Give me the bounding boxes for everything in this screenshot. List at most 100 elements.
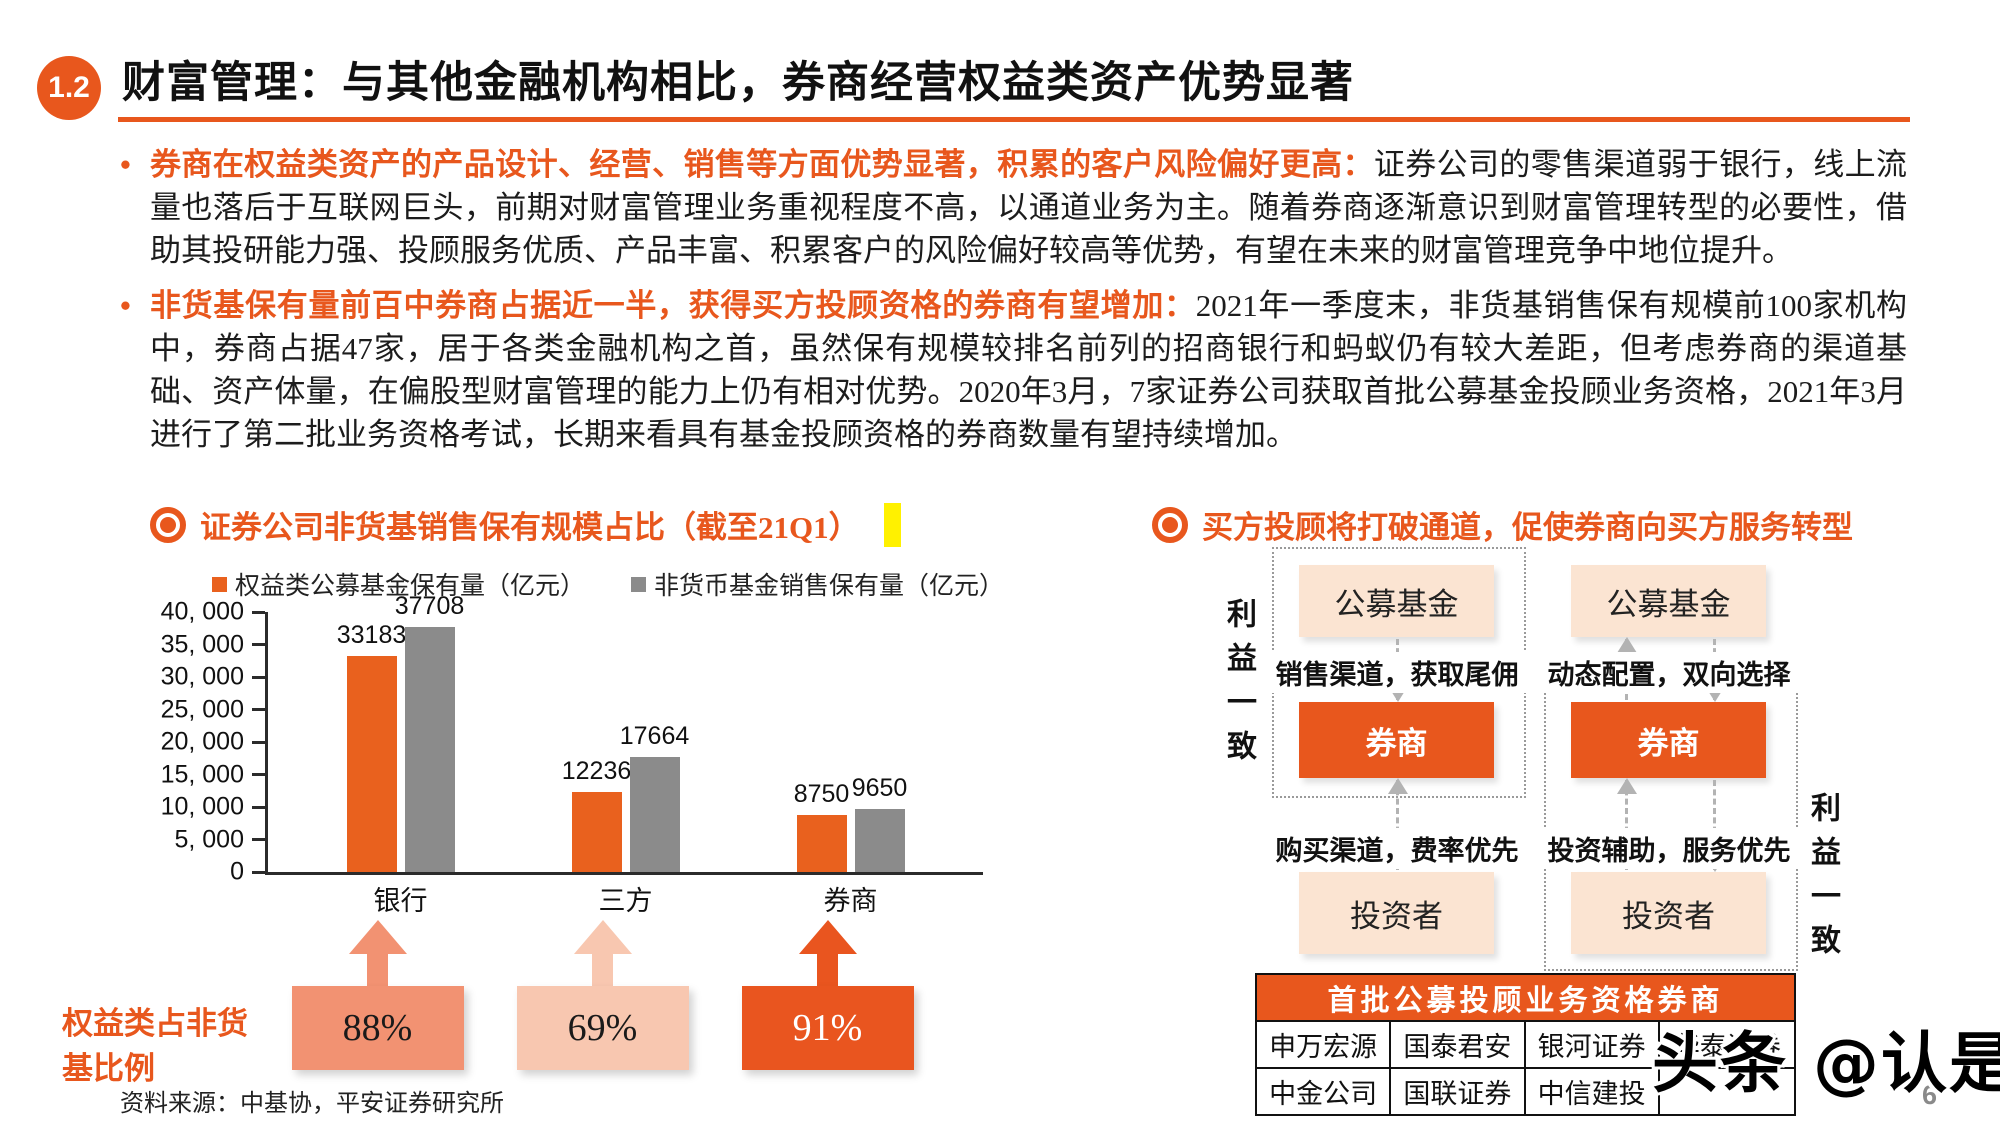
bullet-body: 2021年一季度末，非货基销售保有规模前100家机构中，券商占据47家，居于各类… — [150, 288, 1908, 452]
y-tick-mark — [252, 870, 265, 874]
bar-value-label: 9650 — [851, 774, 908, 802]
category-label: 券商 — [823, 886, 878, 916]
bar — [571, 792, 622, 872]
table-cell: 中金公司 — [1257, 1069, 1392, 1114]
bullet-body: 证券公司的零售渠道弱于银行，线上流量也落后于互联网巨头，前期对财富管理业务重视程… — [150, 147, 1907, 268]
y-tick-label: 30, 000 — [160, 662, 244, 691]
ratio-row: 88% 69% 91% — [265, 920, 940, 1070]
investor-box-left: 投资者 — [1299, 872, 1494, 954]
table-cell: 申万宏源 — [1257, 1022, 1392, 1069]
table-body: 申万宏源 国泰君安 银河证券 华泰证券 中金公司 国联证券 中信建投 — [1257, 1022, 1794, 1114]
edge-label: 购买渠道，费率优先 — [1267, 828, 1527, 869]
edge-label: 动态配置，双向选择 — [1539, 652, 1799, 693]
table-cell: 国泰君安 — [1391, 1022, 1526, 1069]
y-tick-label: 20, 000 — [160, 727, 244, 756]
bullet-list: • 券商在权益类资产的产品设计、经营、销售等方面优势显著，积累的客户风险偏好更高：… — [120, 143, 1908, 468]
y-tick-label: 40, 000 — [160, 597, 244, 626]
edge-label: 投资辅助，服务优先 — [1539, 828, 1799, 869]
highlight-cursor — [883, 502, 901, 547]
bar-value-label: 37708 — [394, 592, 465, 620]
ratio-cell: 91% — [741, 920, 914, 1070]
legend-swatch-orange — [212, 576, 227, 592]
bullet-paragraph: • 券商在权益类资产的产品设计、经营、销售等方面优势显著，积累的客户风险偏好更高：… — [120, 143, 1907, 272]
legend-item: 权益类公募基金保有量（亿元） — [212, 566, 585, 602]
bar-column: 37708 — [395, 592, 464, 872]
source-note: 资料来源：中基协，平安证券研究所 — [120, 1091, 504, 1117]
table-header: 首批公募投顾业务资格券商 — [1257, 975, 1794, 1022]
y-tick-mark — [252, 773, 265, 776]
y-tick-mark — [252, 838, 265, 841]
y-tick-mark — [252, 805, 265, 809]
y-tick-label: 5, 000 — [174, 825, 244, 853]
chart-section-title: 证券公司非货基销售保有规模占比（截至21Q1） — [200, 510, 860, 545]
ratio-box-3: 91% — [741, 986, 914, 1070]
y-tick-mark — [252, 740, 265, 744]
broker-box-left: 券商 — [1299, 702, 1494, 778]
bar-value-label: 33183 — [336, 621, 407, 649]
table-cell: 华泰证券 — [1659, 1022, 1794, 1069]
up-arrow — [1617, 778, 1637, 870]
bar — [404, 627, 455, 872]
y-tick-mark — [252, 675, 265, 679]
diagram-section-header: 买方投顾将打破通道，促使券商向买方服务转型 — [1152, 502, 1853, 547]
diagram-section-title: 买方投顾将打破通道，促使券商向买方服务转型 — [1202, 510, 1853, 545]
bar-value-label: 17664 — [619, 722, 690, 750]
ratio-cell: 88% — [291, 920, 464, 1070]
watermark: 头条 @认是 — [1652, 1025, 2000, 1102]
chart-plot: 33183 37708 银行 12236 17664 三方 8750 9650 券商 — [252, 592, 983, 916]
y-tick-mark — [252, 610, 265, 614]
edge-label: 销售渠道，获取尾佣 — [1267, 652, 1527, 693]
section-number-badge: 1.2 — [37, 56, 101, 120]
bullet-icon: • — [120, 288, 131, 323]
page-number: 6 — [1922, 1080, 1938, 1110]
y-tick-mark — [252, 643, 265, 646]
bullet-paragraph: • 非货基保有量前百中券商占据近一半，获得买方投顾资格的券商有望增加：2021年一… — [120, 284, 1908, 456]
chart-y-axis: 40, 000 35, 000 30, 000 25, 000 20, 000 15, 0… — [160, 598, 260, 886]
table-cell: 中信建投 — [1526, 1069, 1660, 1114]
investor-box-right: 投资者 — [1571, 872, 1766, 954]
bar-value-label: 12236 — [561, 757, 632, 785]
ratio-cell: 69% — [516, 920, 689, 1070]
category-label: 三方 — [598, 886, 653, 916]
legend-item: 非货币基金销售保有量（亿元） — [631, 566, 1004, 602]
bar — [854, 809, 905, 872]
y-tick-label: 25, 000 — [160, 695, 244, 723]
broker-box-right: 券商 — [1571, 702, 1766, 778]
bar-column: 33183 — [337, 612, 406, 872]
y-tick-label: 15, 000 — [160, 760, 244, 788]
right-flow-side-label: 利益一致 — [1806, 792, 1839, 968]
ratio-box-1: 88% — [291, 986, 464, 1070]
bullseye-icon — [1152, 506, 1188, 543]
bar-column: 12236 — [562, 612, 631, 872]
ratio-arrow-1 — [348, 920, 407, 986]
chart-section-header: 证券公司非货基销售保有规模占比（截至21Q1） — [150, 502, 901, 547]
y-tick-label: 10, 000 — [160, 792, 244, 821]
up-arrow-icon — [798, 920, 857, 954]
bullseye-icon — [150, 506, 186, 543]
ratio-box-2: 69% — [516, 986, 689, 1070]
left-flow-side-label: 利益一致 — [1222, 598, 1255, 774]
table-cell: 银河证券 — [1525, 1022, 1660, 1069]
up-arrow-icon — [348, 920, 407, 954]
bullet-lead: 券商在权益类资产的产品设计、经营、销售等方面优势显著，积累的客户风险偏好更高： — [150, 147, 1374, 182]
bar-group: 8750 9650 券商 — [794, 612, 908, 916]
bar — [629, 757, 680, 872]
title-underline — [118, 117, 1910, 122]
chart-legend: 权益类公募基金保有量（亿元） 非货币基金销售保有量（亿元） — [212, 566, 1004, 602]
bar-column: 9650 — [851, 612, 908, 872]
legend-label: 权益类公募基金保有量（亿元） — [235, 573, 586, 600]
bar-group: 33183 37708 银行 — [337, 592, 465, 916]
y-tick-label: 0 — [230, 857, 244, 886]
fund-box-right: 公募基金 — [1571, 565, 1766, 637]
bar — [346, 656, 397, 872]
up-arrow — [1388, 778, 1408, 870]
ratio-arrow-3 — [798, 920, 857, 986]
y-tick-label: 35, 000 — [160, 630, 244, 658]
y-tick-mark — [252, 708, 265, 711]
legend-swatch-gray — [631, 576, 647, 592]
bar — [796, 815, 847, 872]
table-cell: 国联证券 — [1391, 1069, 1526, 1114]
bar-column: 17664 — [620, 612, 689, 872]
legend-label: 非货币基金销售保有量（亿元） — [654, 573, 1005, 600]
